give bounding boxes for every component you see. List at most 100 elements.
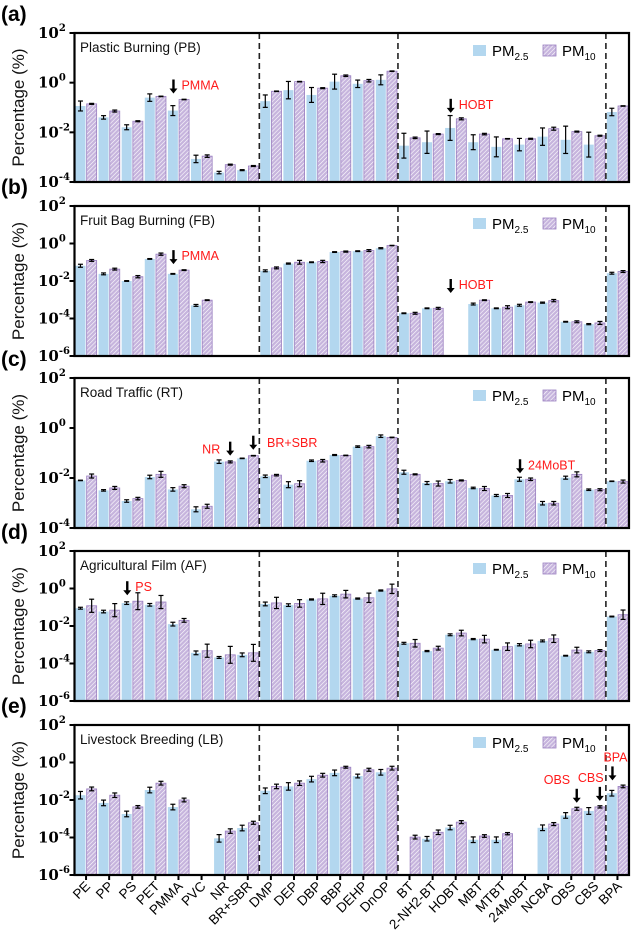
- legend-label-base: PM: [492, 561, 515, 578]
- legend-swatch-pm10: [542, 44, 557, 57]
- y-tick-label: 10-6: [38, 691, 70, 710]
- error-bar: [320, 458, 326, 463]
- annotation: PS: [123, 580, 152, 596]
- bar-pm10-2-NH2-BT: [432, 307, 444, 357]
- error-bar: [239, 457, 245, 460]
- legend-label-sub: 2.5: [515, 570, 529, 581]
- error-bar: [401, 641, 407, 645]
- error-bar: [574, 320, 580, 324]
- error-bar: [620, 784, 626, 789]
- bar-pm25-NR: [214, 461, 225, 528]
- error-bar: [458, 479, 464, 482]
- error-bar: [378, 247, 384, 250]
- y-axis-title: Percentage (%): [9, 394, 28, 512]
- bar-pm10-PP: [109, 609, 121, 702]
- error-bar: [528, 301, 534, 304]
- bar-pm10-DEP: [294, 81, 305, 183]
- error-bar: [435, 306, 441, 310]
- bar-pm10-BR+SBR: [247, 822, 259, 876]
- error-bar: [458, 117, 464, 121]
- bar-pm25-DnOP: [375, 436, 386, 528]
- error-bar: [170, 803, 176, 811]
- error-bar: [262, 269, 268, 273]
- bar-pm25-HOBT: [445, 127, 456, 182]
- bar-pm25-NR: [214, 172, 225, 182]
- error-bar: [250, 643, 256, 662]
- bar-pm10-2-NH2-BT: [432, 483, 444, 529]
- y-tick-label: 10-4: [38, 309, 70, 328]
- bar-pm10-DEP: [294, 483, 305, 529]
- bar-pm25-BBP: [329, 455, 340, 528]
- bar-pm10-PS: [132, 600, 144, 702]
- x-tick-label: BPA: [596, 879, 625, 908]
- bar-pm25-OBS: [560, 815, 571, 875]
- bar-pm25-BT: [398, 145, 409, 182]
- error-bar: [355, 250, 361, 253]
- bar-pm10-PMMA: [178, 99, 190, 183]
- error-bar: [401, 132, 407, 159]
- error-bar: [308, 775, 314, 783]
- annotation: HOBT: [446, 278, 494, 293]
- error-bar: [343, 250, 349, 253]
- bar-pm10-MTBT: [502, 306, 513, 357]
- bar-pm25-PET: [144, 476, 155, 528]
- y-tick-exponent: 0: [59, 579, 66, 590]
- bar-pm10-NCBA: [548, 128, 560, 183]
- error-bar: [147, 786, 153, 794]
- error-bar: [89, 102, 95, 105]
- y-tick-base: 10: [38, 542, 59, 560]
- bar-pm25-DBP: [306, 460, 317, 528]
- error-bar: [332, 594, 338, 598]
- legend: PM2.5 PM10: [473, 216, 596, 236]
- legend-label-pm10: PM10: [562, 216, 596, 236]
- annotation-label: PS: [135, 580, 152, 594]
- error-bar: [528, 137, 534, 140]
- error-bar: [285, 603, 291, 608]
- bar-pm10-DBP: [317, 460, 329, 529]
- error-bar: [563, 812, 569, 819]
- error-bar: [493, 836, 499, 844]
- error-bar: [147, 602, 153, 607]
- error-bar: [135, 592, 141, 611]
- legend-swatch-pm10: [542, 389, 557, 402]
- error-bar: [158, 470, 164, 478]
- bar-pm10-DMP: [271, 267, 282, 357]
- error-bar: [250, 454, 256, 457]
- bar-pm10-DMP: [271, 90, 282, 183]
- bar-pm10-PE: [86, 103, 98, 183]
- bar-pm10-PVC: [201, 299, 213, 357]
- error-bar: [320, 87, 326, 90]
- bar-pm10-CBS: [594, 322, 606, 357]
- error-bar: [435, 480, 441, 487]
- error-bar: [424, 835, 430, 842]
- bar-pm10-PVC: [201, 650, 213, 702]
- error-bar: [574, 806, 580, 811]
- bar-pm25-BBP: [329, 81, 340, 182]
- bar-pm25-MTBT: [491, 495, 502, 528]
- error-bar: [227, 645, 233, 664]
- down-arrow-head-icon: [169, 259, 178, 265]
- bar-pm25-2-NH2-BT: [422, 651, 433, 701]
- error-bar: [540, 824, 546, 832]
- error-bar: [389, 436, 395, 439]
- error-bar: [609, 789, 615, 797]
- bar-pm10-MBT: [479, 299, 490, 357]
- bar-pm10-BPA: [617, 786, 629, 876]
- bar-pm25-OBS: [560, 139, 571, 182]
- bar-pm25-PP: [98, 802, 109, 875]
- error-bar: [366, 592, 372, 604]
- error-bar: [101, 799, 107, 807]
- y-tick-label: 102: [38, 715, 66, 734]
- bar-pm10-BT: [409, 473, 421, 529]
- bar-pm10-DMP: [271, 602, 282, 702]
- bar-pm25-DEHP: [352, 446, 363, 528]
- error-bar: [586, 488, 592, 492]
- bar-pm10-MTBT: [502, 646, 513, 702]
- error-bar: [540, 639, 546, 643]
- error-bar: [181, 797, 187, 803]
- legend: PM2.5 PM10: [473, 561, 596, 581]
- error-bar: [424, 307, 430, 310]
- panel-title: Livestock Breeding (LB): [80, 732, 223, 747]
- error-bar: [424, 649, 430, 653]
- bar-pm25-NCBA: [537, 827, 548, 875]
